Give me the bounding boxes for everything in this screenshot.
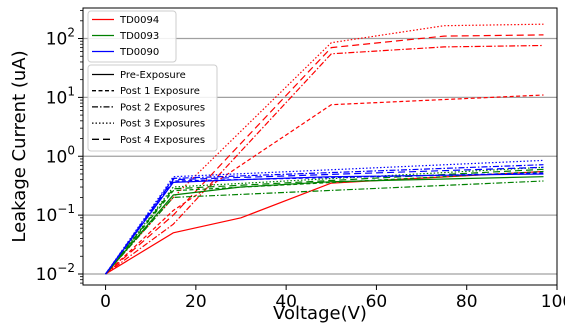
y-tick-exponent: 0: [67, 143, 75, 157]
y-axis-label: Leakage Current (uA): [9, 50, 30, 242]
x-axis-label: Voltage(V): [273, 303, 367, 324]
x-tick-label: 20: [185, 292, 207, 312]
series-line-td0094-dashed: [105, 94, 544, 275]
y-tick-base: 10: [46, 30, 68, 50]
x-tick-label: 100: [541, 292, 565, 312]
legend-label-td0090: TD0090: [119, 47, 159, 58]
y-tick-base: 10: [36, 206, 58, 226]
series-line-td0090-solid: [105, 173, 544, 275]
y-tick-base: 10: [46, 88, 68, 108]
series-line-td0094-dotted: [105, 23, 544, 275]
legend-label-solid: Pre-Exposure: [120, 70, 186, 81]
y-tick-base: 10: [36, 265, 58, 285]
legend-label-dashdot: Post 2 Exposures: [120, 102, 205, 113]
series-lines: [105, 23, 544, 275]
series-line-td0093-dashed: [105, 170, 544, 275]
legend-label-dashed: Post 1 Exposure: [120, 86, 200, 97]
x-tick-label: 0: [100, 292, 111, 312]
series-line-td0093-dotted: [105, 166, 544, 275]
y-tick-base: 10: [46, 147, 68, 167]
series-line-td0094-solid: [105, 170, 544, 275]
y-tick-exponent: 2: [67, 26, 75, 40]
y-tick-label: 10−1: [36, 202, 75, 226]
y-tick-exponent: 1: [67, 84, 75, 98]
legend-styles-box: [87, 64, 218, 152]
y-tick-exponent: −1: [57, 202, 75, 216]
x-tick-label: 40: [275, 292, 297, 312]
legend-label-td0093: TD0093: [119, 31, 159, 42]
legend-label-td0094: TD0094: [119, 15, 159, 26]
series-line-td0093-dashdot: [105, 180, 544, 275]
legend-label-dotted: Post 3 Exposures: [120, 119, 205, 130]
series-line-td0094-dashdot: [105, 44, 544, 275]
y-tick-exponent: −2: [57, 261, 75, 275]
plot-frame: [82, 7, 558, 286]
x-tick-label: 60: [366, 292, 388, 312]
y-tick-label: 100: [46, 143, 75, 167]
y-tick-label: 10−2: [36, 261, 75, 285]
y-tick-label: 101: [46, 84, 75, 108]
series-line-td0094-longdash: [105, 34, 544, 275]
series-line-td0090-longdash: [105, 166, 544, 275]
x-axis-ticks: 0 20 40 60 80 100: [100, 285, 565, 312]
series-line-td0090-dashdot: [105, 164, 544, 275]
y-tick-label: 102: [46, 26, 75, 50]
legend: TD0094 TD0093 TD0090 Pre-Exposure Post 1 Exp…: [87, 10, 218, 152]
x-tick-label: 80: [456, 292, 478, 312]
series-line-td0093-solid: [105, 176, 544, 275]
legend-label-longdash: Post 4 Exposures: [120, 135, 205, 146]
series-line-td0090-dashed: [105, 172, 544, 275]
legend-devices-box: [87, 10, 177, 63]
